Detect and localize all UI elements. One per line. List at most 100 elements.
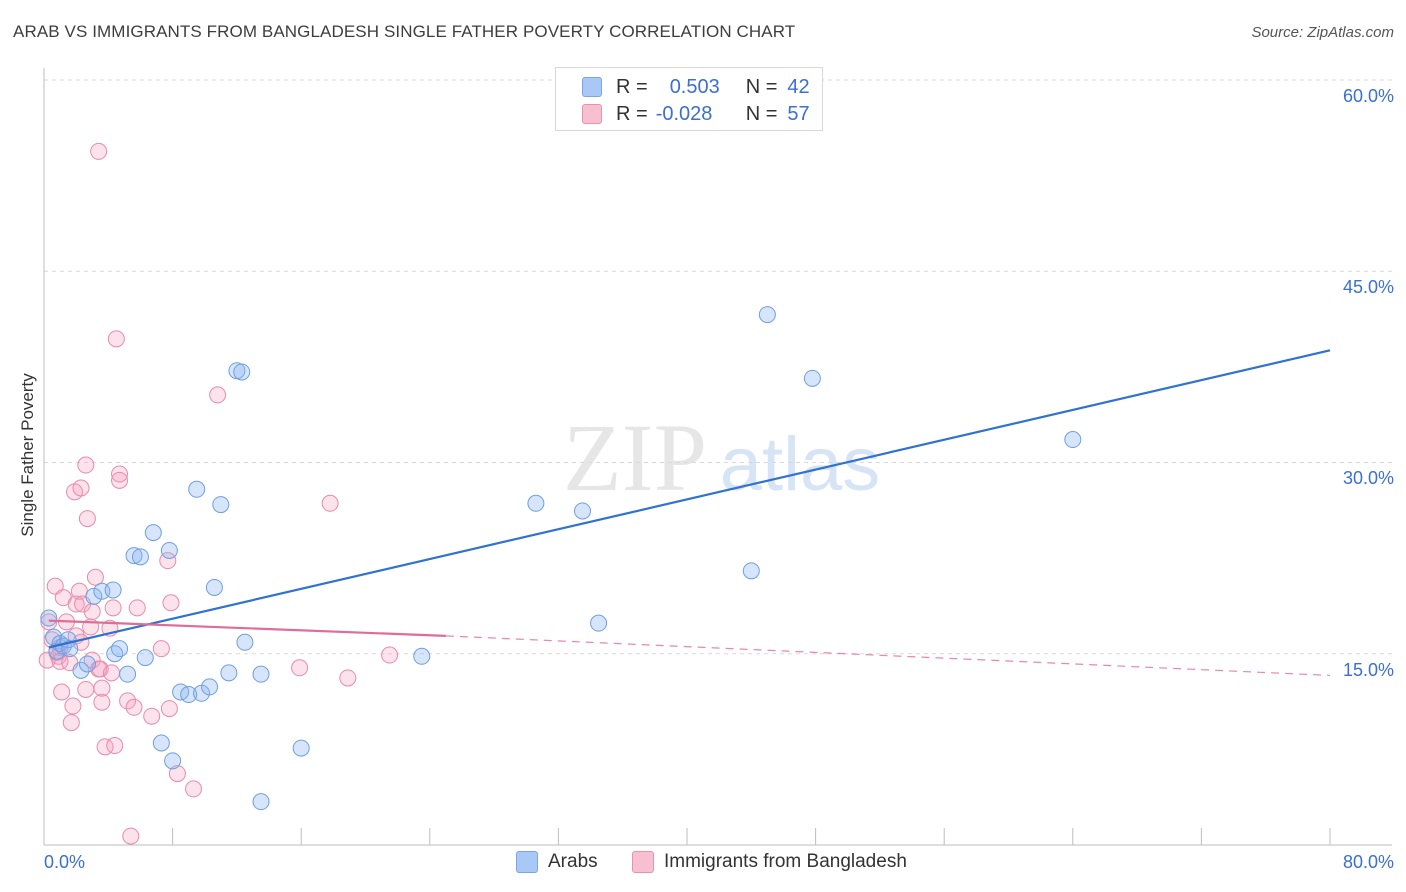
bangladesh-point [78,510,96,528]
arabs-point [212,496,230,514]
arabs-point [104,581,122,599]
bangladesh-point [62,714,80,732]
bangladesh-point [381,646,399,664]
legend-r-label: R = [616,102,648,125]
bangladesh-point [64,697,82,715]
bangladesh-point [93,693,111,711]
arabs-point [527,494,545,512]
bangladesh-trend-extension [445,635,1331,677]
bangladesh-point [184,780,202,798]
arabs-point [233,363,251,381]
arabs-point [201,678,219,696]
bangladesh-point [339,669,357,687]
arabs-point [136,649,154,667]
arabs-point [252,665,270,683]
arabs-point [131,548,149,566]
arabs-point [220,664,238,682]
axes [43,68,1392,846]
bangladesh-point [122,827,140,845]
arabs-point [164,752,182,770]
bangladesh-point [107,330,125,348]
bangladesh-point [77,456,95,474]
series-bangladesh-points [38,142,399,845]
arabs-point [152,734,170,752]
arabs-point [236,633,254,651]
legend-swatch-bangladesh [632,851,654,873]
bangladesh-point [91,660,109,678]
legend-n-label: N = [745,75,778,98]
legend-row-bangladesh: R = -0.028 N = 57 [582,101,810,127]
bangladesh-point [168,765,186,783]
legend-swatch-bangladesh [582,104,602,124]
bangladesh-point [104,599,122,617]
bangladesh-point [162,594,180,612]
series-arabs-points [40,306,1082,811]
y-tick-15: 15.0% [1342,660,1394,680]
bangladesh-point [111,471,129,489]
legend-n-value: 57 [787,102,810,125]
bangladesh-point [106,737,124,755]
legend-n-value: 42 [787,75,810,98]
arabs-point [742,562,760,580]
stats-legend: R = 0.503 N = 42 R = -0.028 N = 57 [555,67,823,131]
legend-item-arabs[interactable]: Arabs [516,851,598,873]
arabs-point [758,306,776,324]
arabs-point [1064,431,1082,449]
bangladesh-point [111,465,129,483]
bangladesh-point [160,700,178,718]
watermark-zip: ZIP [563,404,707,511]
bangladesh-point [128,599,146,617]
arabs-point [125,547,143,565]
legend-label-bangladesh: Immigrants from Bangladesh [664,851,907,872]
legend-swatch-arabs [516,851,538,873]
arabs-point [40,609,58,627]
arabs-point [292,739,310,757]
arabs-point [119,665,137,683]
bangladesh-point [152,640,170,658]
bangladesh-point [143,707,161,725]
watermark: ZIP atlas [563,404,880,511]
arabs-point [72,661,90,679]
bangladesh-point [53,683,71,701]
watermark-atlas: atlas [720,422,881,507]
bangladesh-point [67,595,85,613]
arabs-point [61,640,79,658]
bangladesh-point [72,479,90,497]
bangladesh-point [119,692,137,710]
bangladesh-point [93,679,111,697]
bangladesh-point [83,603,101,621]
arabs-point [160,541,178,559]
legend-label-arabs: Arabs [548,851,598,872]
arabs-point [111,640,129,658]
series-legend: Arabs Immigrants from Bangladesh [0,851,1406,879]
arabs-point [803,369,821,387]
bangladesh-point [103,664,121,682]
bangladesh-point [86,568,104,586]
arabs-point [180,686,198,704]
arabs-point [78,655,96,673]
legend-item-bangladesh[interactable]: Immigrants from Bangladesh [632,851,907,873]
bangladesh-point [90,142,108,160]
legend-r-label: R = [616,75,648,98]
x-tick-min: 0.0% [44,852,86,872]
x-tick-max: 80.0% [1342,852,1394,872]
legend-n-label: N = [745,102,778,125]
arabs-point [574,502,592,520]
bangladesh-trend-line [48,619,446,637]
legend-r-value: -0.028 [655,102,713,125]
bangladesh-point [77,680,95,698]
arabs-point [144,524,162,542]
arabs-point [590,614,608,632]
y-tick-60: 60.0% [1342,86,1394,106]
source-label: Source: ZipAtlas.com [1251,24,1394,41]
arabs-point [106,645,124,663]
arabs-point [85,587,103,605]
bangladesh-point [209,386,227,404]
legend-swatch-arabs [582,77,602,97]
legend-row-arabs: R = 0.503 N = 42 [582,74,810,100]
arabs-trend-line [48,349,1331,649]
arabs-point [413,647,431,665]
grid-lines [44,79,1392,655]
bangladesh-point [125,698,143,716]
